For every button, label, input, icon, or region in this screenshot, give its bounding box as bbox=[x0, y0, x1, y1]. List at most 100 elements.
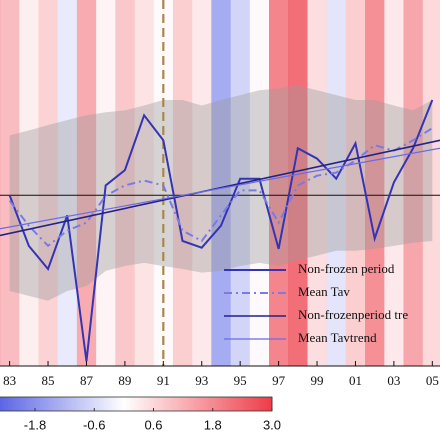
colorbar-cell bbox=[94, 397, 98, 411]
colorbar-cell bbox=[264, 397, 268, 411]
colorbar-cell bbox=[104, 397, 108, 411]
anomaly-stripe bbox=[96, 0, 116, 366]
colorbar-cell bbox=[109, 397, 113, 411]
anomaly-stripe bbox=[365, 0, 385, 366]
colorbar-cell bbox=[188, 397, 192, 411]
colorbar-cell bbox=[47, 397, 51, 411]
anomaly-stripe bbox=[192, 0, 212, 366]
colorbar-tick-label: 3.0 bbox=[263, 417, 281, 432]
colorbar-cell bbox=[131, 397, 135, 411]
colorbar-cell bbox=[212, 397, 216, 411]
colorbar-cell bbox=[173, 397, 177, 411]
uncertainty-band bbox=[9, 85, 433, 301]
colorbar-cell bbox=[114, 397, 117, 411]
colorbar-cell bbox=[39, 397, 43, 411]
colorbar-cell bbox=[227, 397, 231, 411]
colorbar-cell bbox=[136, 397, 140, 411]
colorbar-cell bbox=[170, 397, 174, 411]
colorbar-cell bbox=[81, 397, 85, 411]
colorbar-cell bbox=[269, 397, 273, 411]
x-tick-label: 83 bbox=[3, 373, 16, 388]
colorbar-cell bbox=[257, 397, 261, 411]
anomaly-stripe bbox=[19, 0, 39, 366]
colorbar-cell bbox=[111, 397, 115, 411]
colorbar-cell bbox=[217, 397, 221, 411]
series-line bbox=[8, 127, 433, 248]
colorbar-cell bbox=[234, 397, 238, 411]
x-tick-label: 89 bbox=[118, 373, 131, 388]
series-line bbox=[0, 147, 440, 230]
colorbar-cell bbox=[106, 397, 110, 411]
colorbar-cell bbox=[138, 397, 142, 411]
x-tick-label: 97 bbox=[272, 373, 286, 388]
colorbar-cell bbox=[165, 397, 169, 411]
x-tick-label: 03 bbox=[387, 373, 400, 388]
colorbar-cell bbox=[57, 397, 61, 411]
colorbar-cell bbox=[190, 397, 194, 411]
colorbar-tick-label: -1.8 bbox=[24, 417, 46, 432]
x-tick-label: 93 bbox=[195, 373, 208, 388]
colorbar-cell bbox=[10, 397, 14, 411]
colorbar-cell bbox=[202, 397, 206, 411]
colorbar-cell bbox=[244, 397, 248, 411]
colorbar-cell bbox=[91, 397, 95, 411]
colorbar-cell bbox=[35, 397, 38, 411]
colorbar-cell bbox=[183, 397, 187, 411]
colorbar-cell bbox=[200, 397, 204, 411]
colorbar-cell bbox=[84, 397, 88, 411]
colorbar-cell bbox=[128, 397, 132, 411]
colorbar-cell bbox=[207, 397, 211, 411]
colorbar-cell bbox=[160, 397, 164, 411]
colorbar-cell bbox=[12, 397, 16, 411]
colorbar-cell bbox=[141, 397, 145, 411]
colorbar-cell bbox=[239, 397, 243, 411]
colorbar-cell bbox=[121, 397, 125, 411]
legend-label: Non-frozenperiod tre bbox=[298, 307, 408, 322]
colorbar-cell bbox=[185, 397, 189, 411]
colorbar-cell bbox=[193, 397, 196, 411]
colorbar-cell bbox=[99, 397, 103, 411]
colorbar-cell bbox=[22, 397, 26, 411]
colorbar-cell bbox=[148, 397, 152, 411]
colorbar-cell bbox=[225, 397, 229, 411]
colorbar-cell bbox=[15, 397, 19, 411]
colorbar-cell bbox=[168, 397, 172, 411]
plot-area bbox=[0, 0, 440, 366]
colorbar-cell bbox=[67, 397, 71, 411]
colorbar-cell bbox=[254, 397, 258, 411]
colorbar-cell bbox=[72, 397, 75, 411]
colorbar-cell bbox=[116, 397, 120, 411]
colorbar-cell bbox=[89, 397, 93, 411]
anomaly-stripe bbox=[326, 0, 347, 366]
colorbar-cell bbox=[180, 397, 184, 411]
colorbar-cell bbox=[30, 397, 34, 411]
anomaly-stripe bbox=[115, 0, 135, 366]
anomaly-stripe bbox=[0, 0, 20, 366]
colorbar-cell bbox=[20, 397, 24, 411]
colorbar-cell bbox=[49, 397, 53, 411]
anomaly-stripe bbox=[288, 0, 308, 366]
colorbar-frame bbox=[0, 396, 273, 412]
colorbar-cell bbox=[249, 397, 253, 411]
colorbar-cell bbox=[118, 397, 122, 411]
colorbar-cell bbox=[163, 397, 167, 411]
series-line bbox=[0, 139, 440, 237]
colorbar-cell bbox=[52, 397, 56, 411]
colorbar-cell bbox=[232, 397, 236, 411]
colorbar-cell bbox=[96, 397, 100, 411]
colorbar-cell bbox=[242, 397, 246, 411]
colorbar-cell bbox=[247, 397, 251, 411]
anomaly-stripe bbox=[76, 0, 97, 366]
series-line bbox=[8, 99, 434, 362]
colorbar-cell bbox=[59, 397, 63, 411]
anomaly-stripe bbox=[211, 0, 232, 366]
colorbar-cell bbox=[5, 397, 9, 411]
colorbar-cell bbox=[126, 397, 130, 411]
colorbar-cell bbox=[178, 397, 182, 411]
colorbar-cell bbox=[25, 397, 29, 411]
colorbar-cell bbox=[262, 397, 266, 411]
colorbar-cell bbox=[7, 397, 11, 411]
anomaly-stripe bbox=[345, 0, 366, 366]
colorbar-cell bbox=[37, 397, 41, 411]
